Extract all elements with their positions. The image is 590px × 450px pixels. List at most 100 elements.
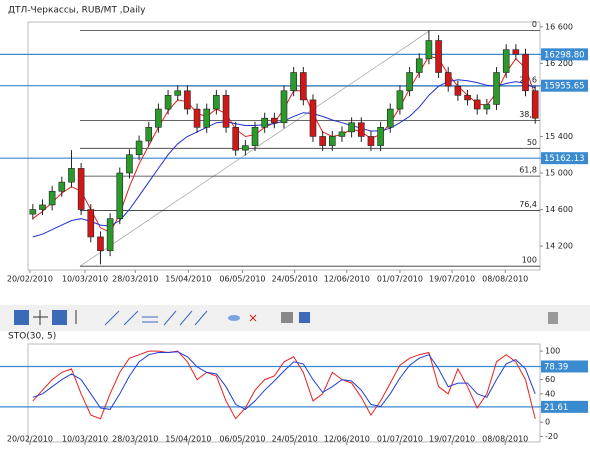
level-label: 78.39	[544, 362, 568, 372]
candle-body	[145, 127, 153, 142]
candle-body	[406, 72, 413, 92]
candle-body	[300, 72, 307, 101]
x-tick-label: 19/07/2010	[429, 435, 475, 444]
candle-body	[29, 209, 37, 215]
sto-frame	[27, 343, 541, 443]
fib-label: 100	[522, 256, 537, 265]
main-frame	[27, 21, 541, 271]
candle-body	[126, 154, 133, 174]
candle-body	[396, 90, 404, 110]
tool-pointer[interactable]	[14, 310, 29, 325]
fib-label: 0	[532, 20, 537, 29]
x-tick-label: 19/07/2010	[429, 275, 475, 284]
tool-delete[interactable]	[249, 314, 257, 322]
y-tick-label: 60	[545, 375, 555, 384]
candle-body	[261, 117, 268, 128]
candle-body	[377, 127, 384, 146]
candle-body	[116, 172, 124, 219]
tool-lines[interactable]	[104, 310, 208, 326]
chart-title: ДТЛ-Черкассы, RUB/MT ,Daily	[8, 6, 146, 16]
candle-body	[425, 40, 433, 60]
candle-body	[232, 127, 239, 151]
candle-body	[522, 53, 529, 92]
candle-body	[87, 209, 95, 238]
x-tick-label: 24/05/2010	[272, 275, 318, 284]
candle-body	[58, 181, 66, 192]
fib-label: 50	[527, 138, 537, 147]
candle-body	[193, 108, 201, 128]
candle-body	[464, 95, 471, 101]
level-box	[541, 79, 588, 92]
x-tick-label: 08/08/2010	[482, 435, 528, 444]
toolbar-bg	[0, 305, 590, 331]
tool-save[interactable]	[299, 312, 310, 323]
level-label: 15955.65	[544, 82, 585, 92]
x-tick-label: 12/06/2010	[324, 435, 370, 444]
x-tick-label: 12/06/2010	[324, 275, 370, 284]
tool-cross[interactable]	[33, 310, 48, 325]
candle-body	[309, 99, 317, 137]
candle-body	[531, 90, 539, 119]
candle-body	[483, 104, 491, 110]
candle-body	[473, 99, 481, 110]
level-box	[541, 152, 588, 165]
level-label: 15162.13	[544, 154, 585, 164]
y-tick-label: 15 400	[545, 132, 573, 141]
y-tick-label: 100	[545, 347, 560, 356]
candle-body	[155, 108, 162, 128]
toolbar	[0, 305, 590, 331]
candle-body	[106, 218, 114, 251]
candle-body	[435, 40, 442, 73]
x-tick-label: 20/02/2010	[7, 275, 53, 284]
candle-body	[174, 90, 182, 96]
y-tick-label: -20	[545, 432, 558, 441]
y-tick-label: 16 200	[545, 59, 573, 68]
x-tick-label: 20/02/2010	[7, 435, 53, 444]
y-tick-label: 14 200	[545, 242, 573, 251]
tool-zoom[interactable]	[52, 310, 67, 325]
x-tick-label: 28/03/2010	[112, 435, 158, 444]
level-label: 21.61	[544, 403, 568, 413]
tool-print[interactable]	[281, 312, 293, 323]
candle-body	[213, 95, 220, 110]
candle-body	[280, 90, 288, 124]
candle-body	[357, 122, 365, 137]
level-box	[541, 400, 588, 413]
candle-body	[502, 49, 510, 73]
candle-body	[271, 117, 278, 124]
candle-body	[348, 122, 355, 133]
candle-body	[338, 131, 346, 137]
candle-body	[164, 95, 172, 110]
x-tick-label: 08/08/2010	[482, 275, 528, 284]
candle-body	[184, 90, 191, 110]
candle-body	[319, 136, 326, 146]
y-tick-label: 14 600	[545, 205, 573, 214]
tool-ellipse[interactable]	[228, 315, 240, 321]
x-tick-label: 28/03/2010	[112, 275, 158, 284]
level-box	[541, 48, 588, 61]
x-tick-label: 01/07/2010	[377, 275, 423, 284]
fib-label: 38,2	[519, 110, 537, 119]
y-tick-label: 40	[545, 389, 555, 398]
candle-body	[203, 108, 211, 128]
x-tick-label: 15/04/2010	[165, 435, 211, 444]
candle-body	[77, 168, 85, 210]
candle-body	[251, 127, 259, 146]
x-tick-label: 10/03/2010	[62, 435, 108, 444]
x-tick-label: 01/07/2010	[377, 435, 423, 444]
x-tick-label: 15/04/2010	[165, 275, 211, 284]
sto-title: STO(30, 5)	[8, 332, 56, 342]
fib-label: 61,8	[519, 166, 537, 175]
candle-body	[367, 136, 375, 146]
candle-body	[512, 49, 520, 55]
candle-body	[386, 108, 394, 128]
x-tick-label: 24/05/2010	[272, 435, 318, 444]
series-line	[32, 351, 536, 411]
candle-body	[48, 190, 56, 206]
candle-body	[68, 168, 75, 183]
y-tick-label: 0	[545, 418, 550, 427]
candle-body	[222, 95, 230, 128]
tool-trash[interactable]	[548, 312, 558, 324]
